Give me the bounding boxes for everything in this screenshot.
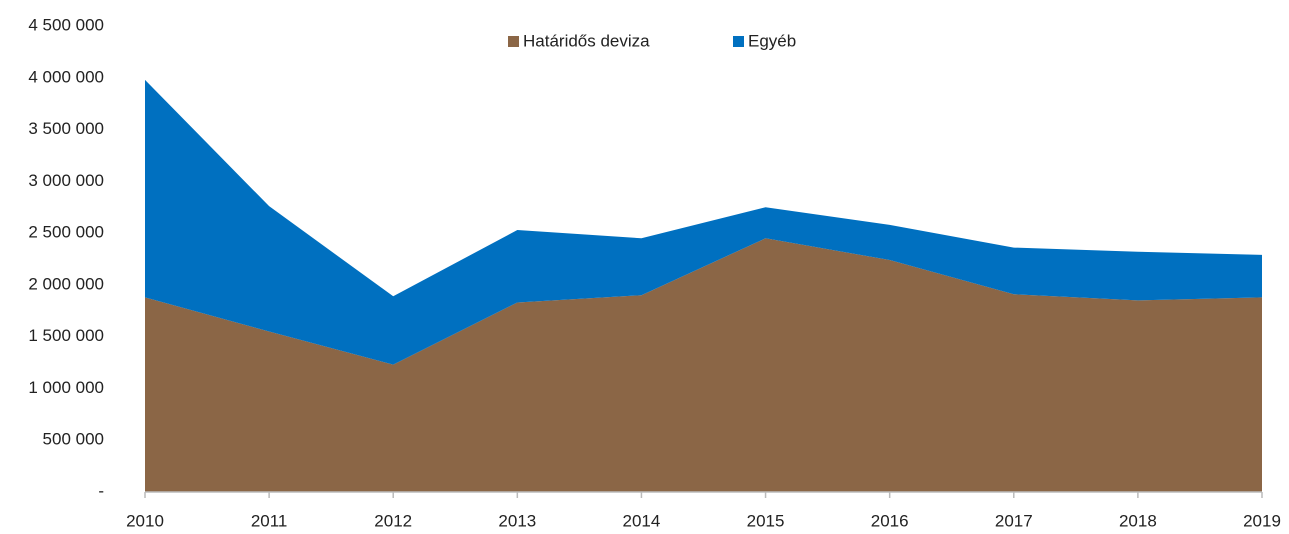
legend-swatch bbox=[508, 36, 519, 47]
x-tick-label: 2015 bbox=[747, 511, 785, 530]
y-tick-label: 2 500 000 bbox=[28, 223, 104, 242]
x-tick-label: 2016 bbox=[871, 511, 909, 530]
x-tick-label: 2010 bbox=[126, 511, 164, 530]
y-tick-label: 1 500 000 bbox=[28, 326, 104, 345]
y-tick-label: 1 000 000 bbox=[28, 378, 104, 397]
x-tick-label: 2017 bbox=[995, 511, 1033, 530]
x-tick-label: 2013 bbox=[498, 511, 536, 530]
x-tick-label: 2012 bbox=[374, 511, 412, 530]
legend-swatch bbox=[733, 36, 744, 47]
legend-label: Egyéb bbox=[748, 31, 796, 50]
area bbox=[145, 238, 1262, 492]
area bbox=[145, 79, 1262, 365]
y-tick-label: 3 500 000 bbox=[28, 119, 104, 138]
y-tick-label: 500 000 bbox=[43, 430, 104, 449]
x-tick-label: 2018 bbox=[1119, 511, 1157, 530]
y-tick-label: 4 000 000 bbox=[28, 67, 104, 86]
y-tick-label: 3 000 000 bbox=[28, 171, 104, 190]
y-tick-label: 2 000 000 bbox=[28, 274, 104, 293]
x-tick-label: 2019 bbox=[1243, 511, 1281, 530]
x-tick-label: 2014 bbox=[623, 511, 661, 530]
legend-label: Határidős deviza bbox=[523, 31, 650, 50]
y-tick-label: 4 500 000 bbox=[28, 15, 104, 34]
y-tick-label: - bbox=[98, 481, 104, 500]
x-tick-label: 2011 bbox=[251, 511, 288, 530]
